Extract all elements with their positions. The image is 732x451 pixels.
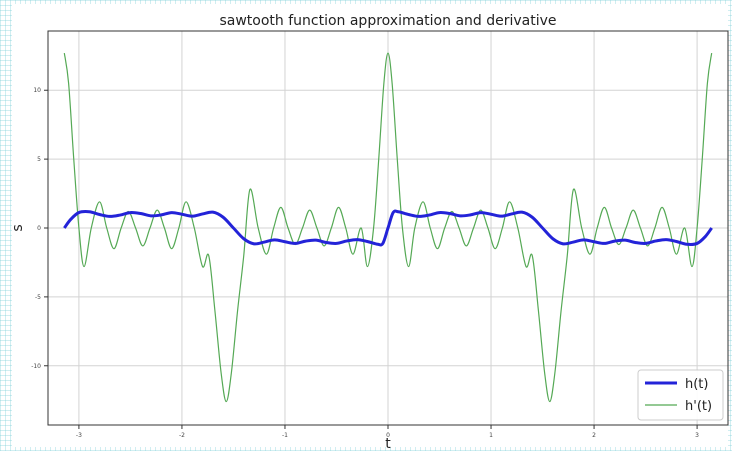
legend-label-h: h(t) [685, 377, 708, 392]
legend: h(t) h'(t) [637, 369, 724, 421]
chart-title: sawtooth function approximation and deri… [219, 13, 556, 29]
y-tick-label: 0 [37, 225, 41, 232]
x-tick-label: -3 [76, 432, 82, 439]
y-tick-label: -5 [35, 294, 41, 301]
y-tick-label: 5 [37, 156, 41, 163]
plot-series [63, 52, 713, 403]
y-axis-label: s [10, 224, 26, 231]
legend-label-hprime: h'(t) [685, 399, 712, 414]
y-tick-label: 10 [33, 87, 41, 94]
x-tick-label: 1 [489, 432, 493, 439]
x-tick-label: 2 [592, 432, 596, 439]
x-tick-label: 3 [695, 432, 699, 439]
x-tick-label: -1 [282, 432, 288, 439]
grid [48, 31, 728, 425]
x-tick-label: 0 [386, 432, 390, 439]
figure-background [12, 4, 728, 447]
series-hprime-line [63, 52, 713, 403]
y-tick-label: -10 [31, 363, 41, 370]
x-axis-label: t [385, 436, 391, 451]
series-h-line [63, 209, 713, 247]
x-tick-label: -2 [179, 432, 185, 439]
